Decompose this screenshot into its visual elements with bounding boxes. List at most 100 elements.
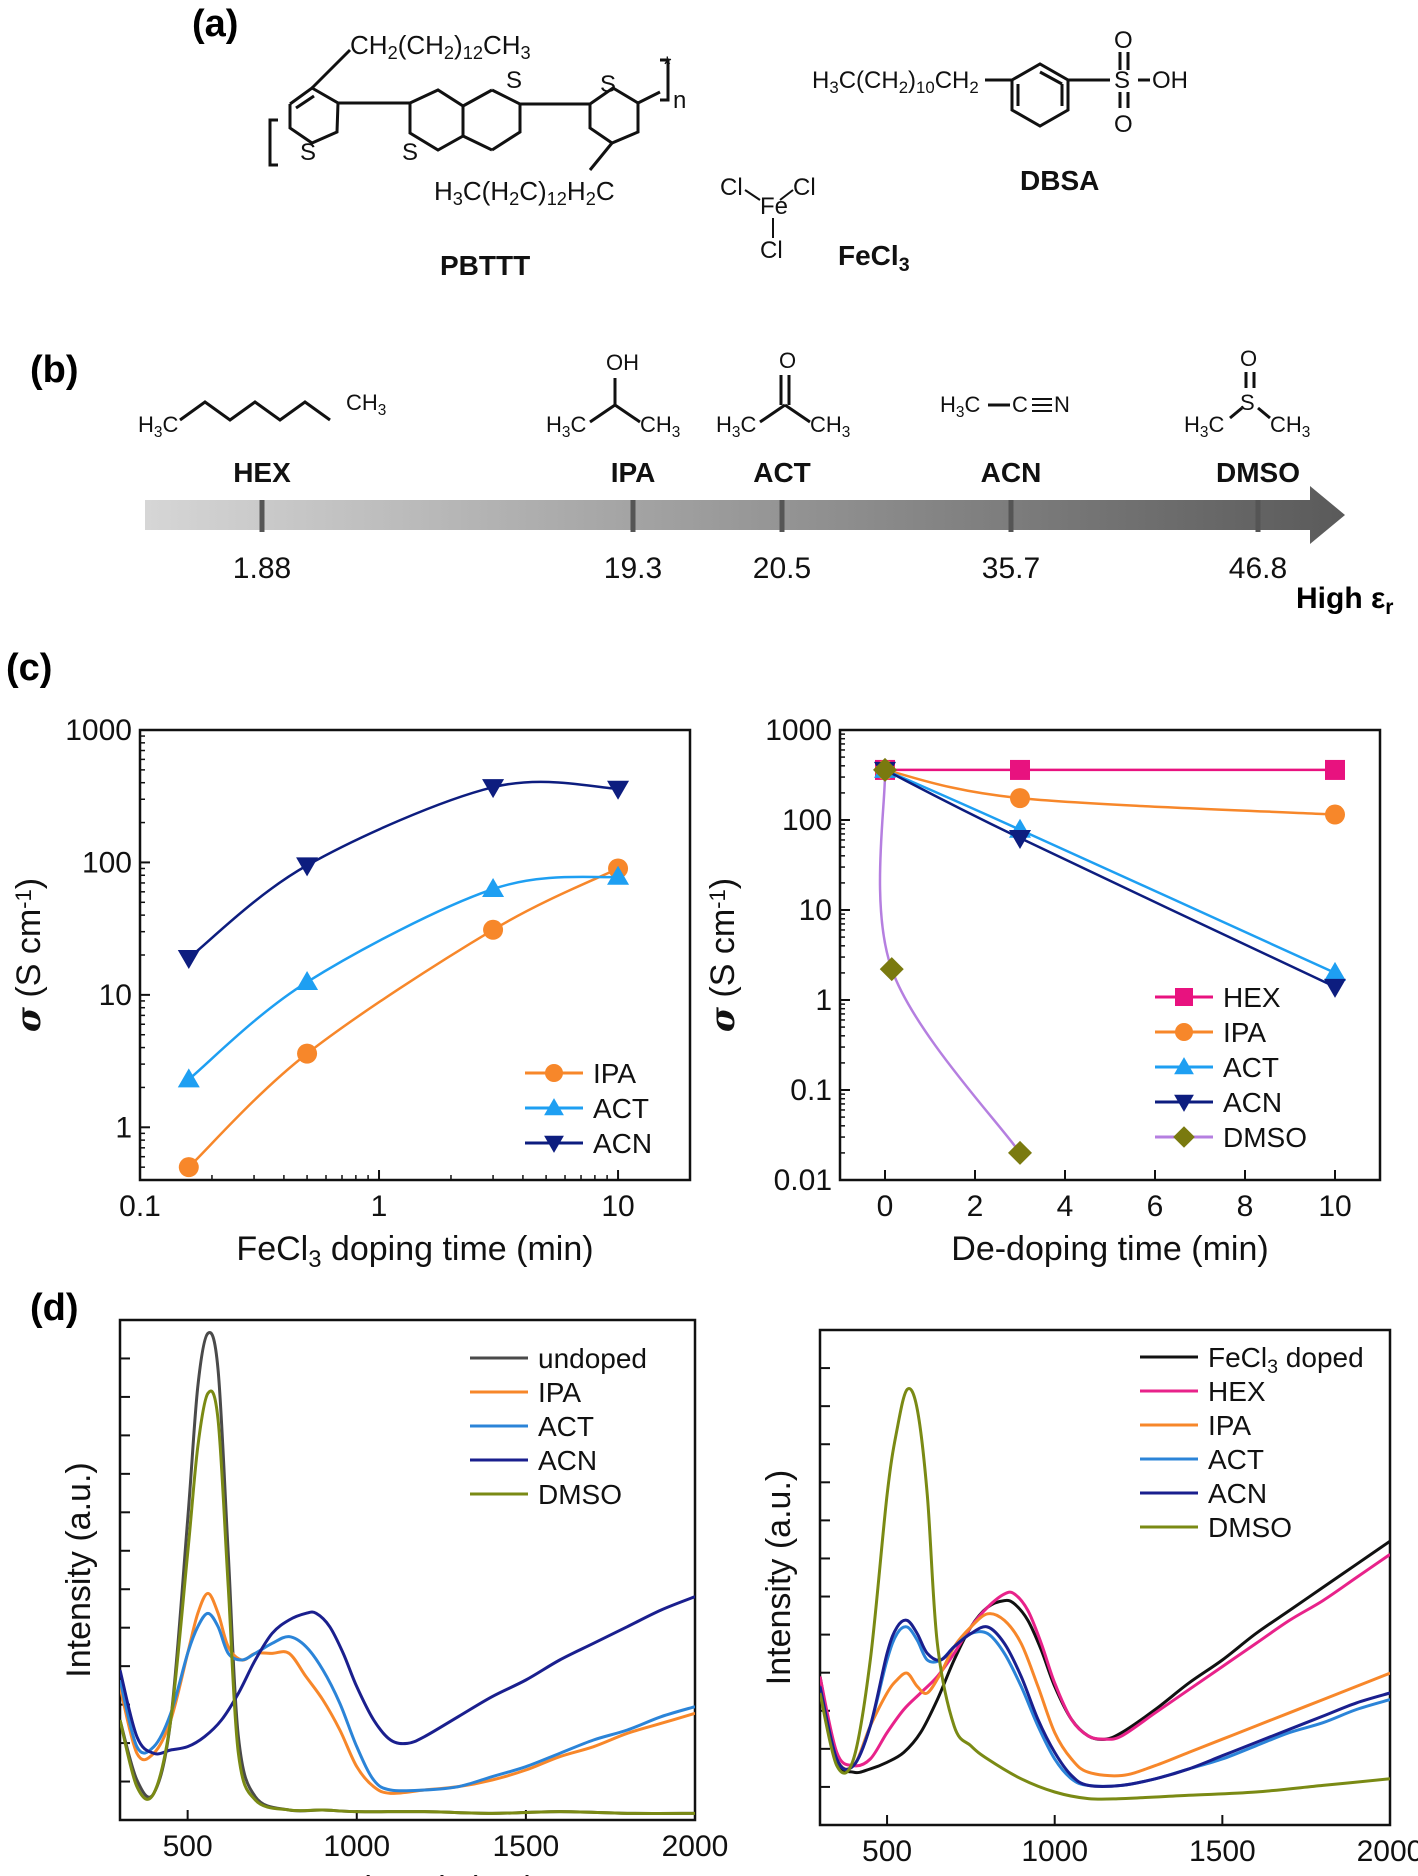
legend-label-dmso: DMSO [538,1479,622,1510]
legend-label-ipa: IPA [1208,1410,1251,1441]
pbttt-subscript-n: n [673,87,686,114]
y-tick-label: 1 [815,984,832,1017]
solvent-label-acn: ACN [981,457,1042,488]
legend: IPA ACT ACN [525,1058,652,1159]
data-point-act [296,971,319,991]
panel-label-a: (a) [192,3,238,45]
legend-label-act: ACT [593,1093,649,1124]
svg-text:Cl: Cl [760,237,783,264]
data-point-ipa [483,919,504,940]
svg-text:O: O [1240,346,1257,371]
data-point-hex [1010,759,1030,780]
pbttt-name: PBTTT [440,250,530,281]
acetonitrile-structure: H3C C N [940,392,1070,421]
svg-text:H3C: H3C [716,412,756,441]
solvent-label-act: ACT [753,457,811,488]
svg-text:H3C: H3C [940,392,980,421]
x-axis-label: Wavelength (nm) [279,1870,537,1876]
series-line-dmso [120,1389,695,1815]
x-tick-label: 500 [862,1835,912,1868]
y-tick-label: 1000 [65,714,132,747]
dbsa-name: DBSA [1020,165,1099,196]
solvent-value-act: 20.5 [753,552,811,585]
pbttt-s-atom-1: S [300,139,316,166]
y-tick-label: 10 [799,894,832,927]
x-tick-label: 0.1 [119,1190,161,1223]
legend-label-acn: ACN [593,1128,652,1159]
series-line-ipa [120,1591,695,1795]
y-tick-label: 1000 [765,714,832,747]
conductivity-dedoping-chart: 0 2 4 6 8 10 0.01 0.1 1 10 100 1000 De-doping time (… [703,714,1382,1268]
dielectric-arrow [145,486,1345,544]
series-line-act [820,1625,1390,1788]
y-axis-label: Intensity (a.u.) [760,1470,798,1685]
y-tick-label: 1 [115,1111,132,1144]
data-point-ipa [1010,788,1030,809]
legend-label-act: ACT [1208,1444,1264,1475]
data-point-dmso [1008,1140,1032,1165]
pbttt-s-atom-3: S [506,67,522,94]
legend-label-hex: HEX [1223,982,1281,1013]
x-tick-label: 1 [371,1190,388,1223]
dbsa-structure [985,52,1150,128]
dbsa-o-atom-bottom: O [1114,111,1133,138]
data-point-acn [607,780,630,800]
data-point-acn [1009,830,1031,850]
series-line-dmso [820,1387,1390,1801]
y-tick-label: 10 [99,979,132,1012]
x-tick-label: 1000 [323,1830,390,1863]
series-line-acn [820,1618,1390,1788]
series-line-ipa [820,1612,1390,1778]
y-axis-label: Intensity (a.u.) [60,1462,98,1677]
dbsa-s-atom: S [1114,67,1130,94]
legend-label-undoped: undoped [538,1343,647,1374]
legend-label-acn: ACN [1223,1087,1282,1118]
pbttt-star: * [663,52,672,77]
solvent-value-ipa: 19.3 [604,552,662,585]
series-line-acn [884,768,1336,988]
solvent-label-dmso: DMSO [1216,457,1300,488]
plot-area [120,1331,695,1815]
x-tick-label: 2 [967,1190,984,1223]
y-axis-label: σ (S cm-1) [703,878,743,1032]
legend-label-ipa: IPA [593,1058,636,1089]
x-tick-label: 2000 [662,1830,729,1863]
legend-label-ipa: IPA [538,1377,581,1408]
data-point-acn [177,949,200,969]
svg-text:CH3: CH3 [810,412,850,441]
svg-text:H3C: H3C [546,412,586,441]
data-point-ipa [297,1043,318,1064]
fecl3-name: FeCl3 [838,240,910,276]
data-point-ipa [1325,804,1345,825]
legend-marker-acn [1174,1094,1194,1112]
x-tick-label: 0 [877,1190,894,1223]
svg-text:CH3: CH3 [640,412,680,441]
legend-marker-ipa [545,1064,563,1082]
pbttt-side-chain-bottom: H3C(H2C)12H2C [434,176,615,209]
panel-label-d: (d) [30,1287,79,1329]
solvent-value-hex: 1.88 [233,552,291,585]
series-line-act [187,875,619,1081]
y-tick-label: 100 [82,846,132,879]
x-tick-label: 10 [1318,1190,1351,1223]
x-tick-label: 6 [1147,1190,1164,1223]
plot-area [820,1387,1390,1801]
svg-text:Cl: Cl [720,174,743,201]
data-point-acn [296,857,319,877]
panel-label-b: (b) [30,349,79,391]
conductivity-doping-chart: 0.1 1 10 1 10 100 1000 FeCl3 doping time (min) σ… [9,714,692,1273]
y-tick-label: 0.1 [790,1074,832,1107]
y-tick-label: 0.01 [774,1164,832,1197]
legend-label-acn: ACN [1208,1478,1267,1509]
svg-text:N: N [1054,392,1070,417]
solvent-value-acn: 35.7 [982,552,1040,585]
data-point-hex [1325,759,1345,780]
x-tick-label: 1500 [493,1830,560,1863]
svg-text:O: O [779,348,796,373]
x-tick-label: 4 [1057,1190,1074,1223]
dbsa-o-atom-top: O [1114,27,1133,54]
svg-text:S: S [1240,390,1255,415]
dmso-structure: S O H3C CH3 [1184,346,1310,441]
data-point-dmso [879,957,904,982]
x-tick-label: 10 [601,1190,634,1223]
